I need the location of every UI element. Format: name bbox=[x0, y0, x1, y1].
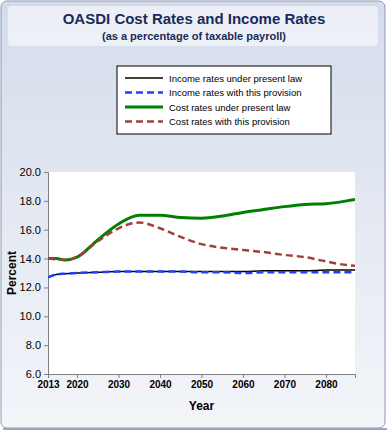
x-tick-label: 2020 bbox=[66, 379, 89, 390]
y-tick-label: 8.0 bbox=[26, 339, 41, 351]
x-tick-label: 2013 bbox=[37, 379, 60, 390]
y-tick-mark bbox=[44, 345, 48, 346]
x-tick-mark bbox=[202, 374, 203, 378]
x-tick-mark bbox=[326, 374, 327, 378]
x-tick: 2060 bbox=[232, 374, 255, 390]
x-tick: 2080 bbox=[315, 374, 338, 390]
y-tick: 20.0 bbox=[20, 166, 48, 178]
x-axis: 2013 2020 2030 2040 2050 2060 2070 2080 bbox=[37, 374, 355, 390]
x-tick-mark bbox=[119, 374, 120, 378]
y-tick: 10.0 bbox=[20, 310, 48, 322]
y-axis-line bbox=[44, 173, 49, 375]
y-tick: 16.0 bbox=[20, 224, 48, 236]
series-line bbox=[48, 270, 355, 277]
y-tick: 8.0 bbox=[26, 339, 48, 351]
y-tick: 18.0 bbox=[20, 195, 48, 207]
legend-label: Income rates under present law bbox=[169, 73, 302, 84]
plot-area bbox=[48, 172, 355, 374]
y-tick: 14.0 bbox=[20, 253, 48, 265]
x-tick: 2013 bbox=[37, 374, 60, 390]
legend-label: Cost rates under present law bbox=[169, 102, 291, 113]
x-tick: 2030 bbox=[108, 374, 131, 390]
y-tick-mark bbox=[44, 316, 48, 317]
x-tick: 2070 bbox=[274, 374, 297, 390]
subtitle: (as a percentage of taxable payroll) bbox=[102, 30, 286, 42]
y-tick-label: 12.0 bbox=[20, 281, 41, 293]
x-tick-mark bbox=[284, 374, 285, 378]
x-axis-line bbox=[49, 375, 356, 379]
title: OASDI Cost Rates and Income Rates bbox=[63, 10, 326, 27]
legend-swatch bbox=[125, 77, 163, 79]
y-tick-label: 18.0 bbox=[20, 195, 41, 207]
legend-box bbox=[117, 66, 331, 134]
legend-swatch bbox=[125, 106, 163, 109]
x-tick-label: 2030 bbox=[108, 379, 131, 390]
series-line bbox=[48, 223, 355, 266]
shadow bbox=[3, 428, 387, 430]
legend: Income rates under present law Income rat… bbox=[117, 66, 331, 134]
y-tick-label: 20.0 bbox=[20, 166, 41, 178]
y-tick-label: 16.0 bbox=[20, 224, 41, 236]
background bbox=[1, 1, 385, 428]
x-tick-label: 2050 bbox=[191, 379, 214, 390]
x-tick: 2040 bbox=[149, 374, 172, 390]
x-tick: 2020 bbox=[66, 374, 89, 390]
y-axis: 6.08.010.012.014.016.018.020.0 bbox=[20, 166, 49, 380]
x-tick: 2050 bbox=[191, 374, 214, 390]
lines bbox=[48, 199, 355, 277]
y-tick-mark bbox=[44, 172, 48, 173]
y-tick-mark bbox=[44, 230, 48, 231]
y-axis-title: Percent bbox=[5, 251, 19, 295]
y-tick-mark bbox=[44, 259, 48, 260]
y-tick-mark bbox=[44, 287, 48, 288]
legend-swatch bbox=[125, 91, 163, 94]
x-tick-mark bbox=[77, 374, 78, 378]
series-line bbox=[48, 272, 355, 278]
legend-label: Income rates with this provision bbox=[169, 87, 302, 98]
x-tick-label: 2060 bbox=[232, 379, 255, 390]
chart: OASDI Cost Rates and Income Rates (as a p… bbox=[0, 0, 388, 431]
legend-swatch bbox=[125, 120, 163, 123]
y-tick-mark bbox=[44, 201, 48, 202]
y-tick-label: 14.0 bbox=[20, 253, 41, 265]
x-axis-title: Year bbox=[189, 399, 215, 413]
y-tick-mark bbox=[44, 374, 48, 375]
y-tick: 12.0 bbox=[20, 281, 48, 293]
x-tick-label: 2040 bbox=[149, 379, 172, 390]
legend-label: Cost rates with this provision bbox=[169, 116, 290, 127]
title-box bbox=[8, 6, 378, 46]
x-tick-mark bbox=[243, 374, 244, 378]
y-tick-label: 10.0 bbox=[20, 310, 41, 322]
series-line bbox=[48, 199, 355, 260]
x-tick-mark bbox=[160, 374, 161, 378]
x-tick-label: 2080 bbox=[315, 379, 338, 390]
x-tick-mark bbox=[48, 374, 49, 378]
x-tick-label: 2070 bbox=[274, 379, 297, 390]
